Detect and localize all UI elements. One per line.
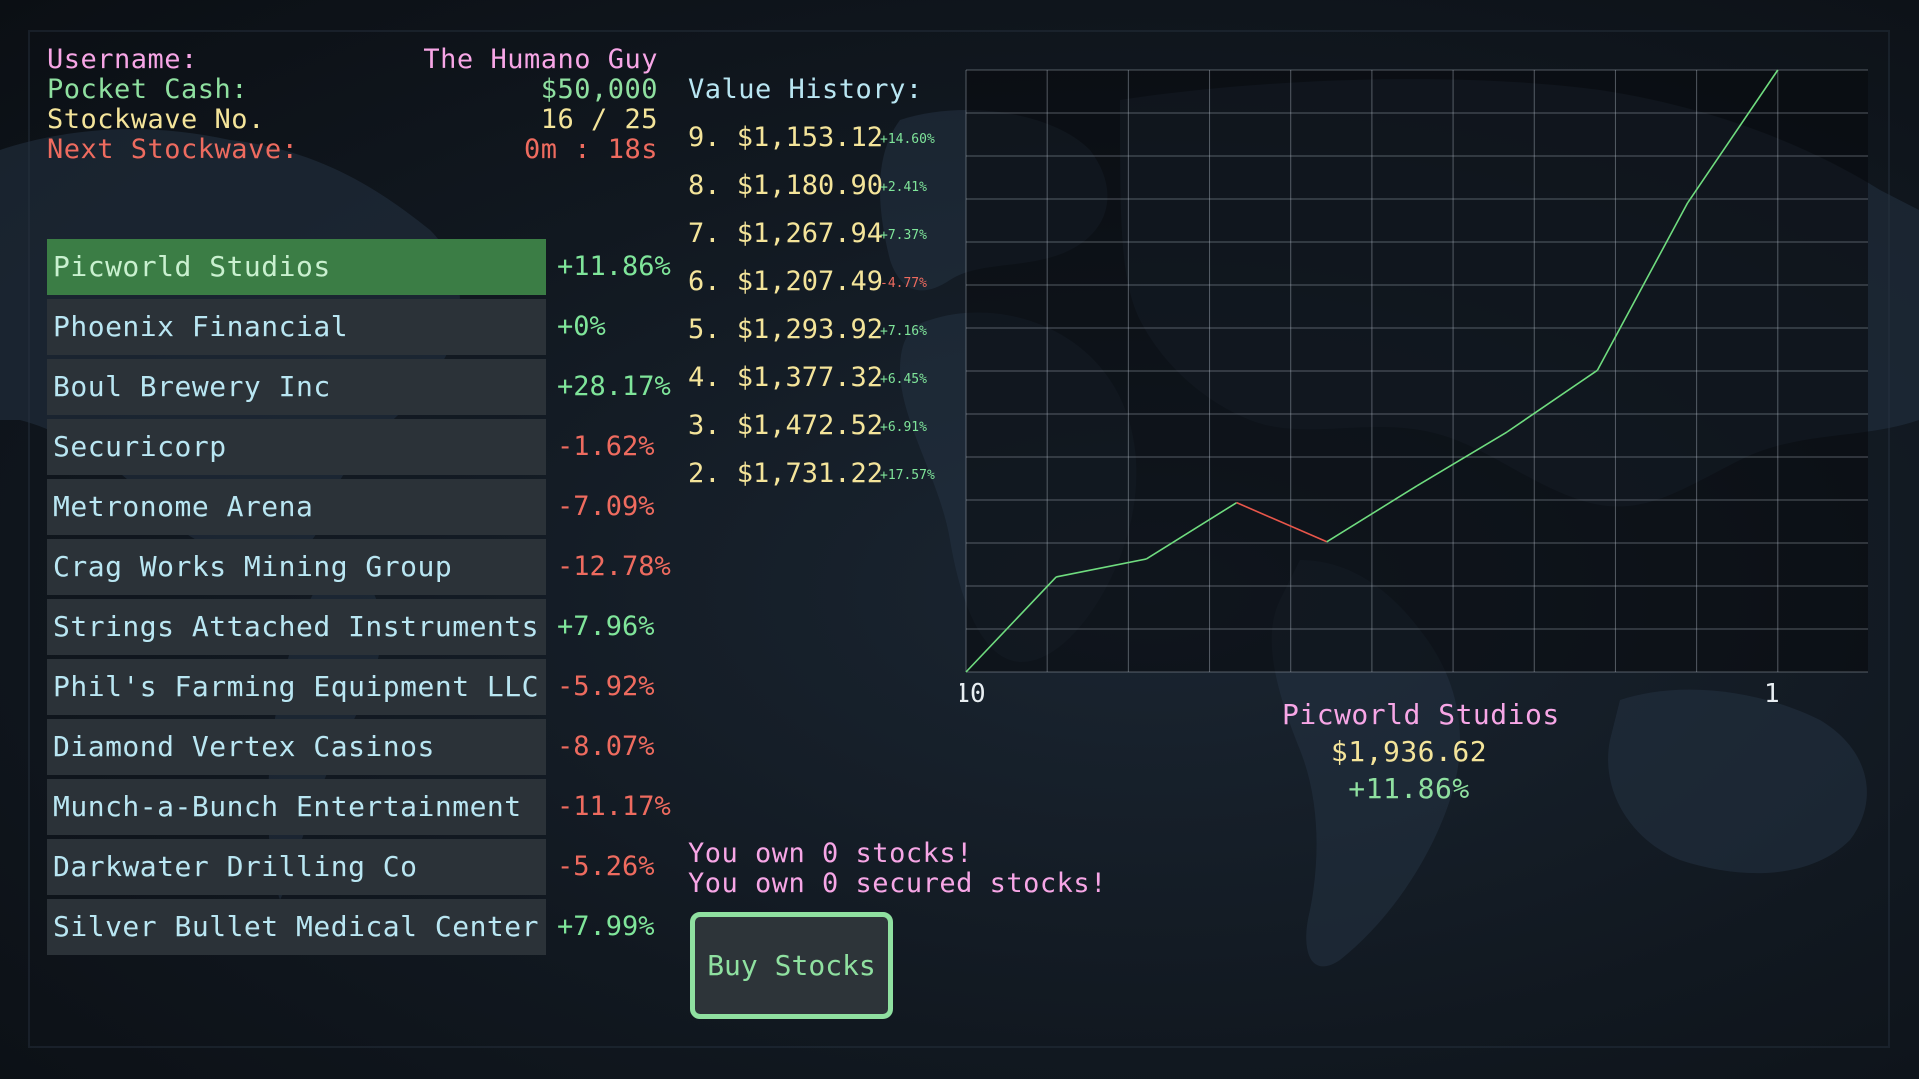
stock-row[interactable]: Phil's Farming Equipment LLC -5.92% — [47, 659, 667, 719]
chart-line-segment — [1416, 431, 1508, 487]
stock-name[interactable]: Phil's Farming Equipment LLC — [47, 659, 546, 715]
stock-name[interactable]: Silver Bullet Medical Center — [47, 899, 546, 955]
value-history-chart: 10 1 — [960, 69, 1868, 706]
stock-list: Picworld Studios +11.86% Phoenix Financial… — [47, 239, 671, 959]
buy-stocks-button[interactable]: Buy Stocks — [690, 912, 893, 1019]
stock-change: -11.17% — [557, 791, 671, 822]
next-stockwave-timer: 0m : 18s — [523, 134, 658, 165]
pocket-cash-value: $50,000 — [540, 74, 658, 105]
stock-name[interactable]: Crag Works Mining Group — [47, 539, 546, 595]
chart-line-segment — [1326, 485, 1418, 543]
next-stockwave-label: Next Stockwave: — [47, 134, 299, 165]
pocket-cash-label: Pocket Cash: — [47, 74, 249, 105]
selected-stock-price: $1,936.62 — [1330, 735, 1488, 768]
stock-row[interactable]: Silver Bullet Medical Center +7.99% — [47, 899, 667, 959]
history-value: 5. $1,293.92 — [688, 314, 884, 345]
stock-change: -7.09% — [557, 491, 655, 522]
history-value: 6. $1,207.49 — [688, 266, 884, 297]
stock-change: -12.78% — [557, 551, 671, 582]
history-entry: 5. $1,293.92 +7.16% — [688, 314, 948, 350]
stock-change: +11.86% — [557, 251, 671, 282]
username-value: The Humano Guy — [423, 44, 658, 75]
stock-name[interactable]: Diamond Vertex Casinos — [47, 719, 546, 775]
owned-secured-stocks-text: You own 0 secured stocks! — [688, 868, 1107, 899]
stock-name[interactable]: Darkwater Drilling Co — [47, 839, 546, 895]
stock-change: +7.99% — [557, 911, 655, 942]
stock-name[interactable]: Metronome Arena — [47, 479, 546, 535]
history-value: 9. $1,153.12 — [688, 122, 884, 153]
chart-x-tick-label: 10 — [960, 679, 986, 706]
stock-row[interactable]: Diamond Vertex Casinos -8.07% — [47, 719, 667, 779]
stock-name[interactable]: Strings Attached Instruments — [47, 599, 546, 655]
history-percent: +6.91% — [880, 420, 927, 435]
selected-stock-change: +11.86% — [1348, 772, 1470, 805]
history-entry: 2. $1,731.22 +17.57% — [688, 458, 948, 494]
history-entry: 3. $1,472.52 +6.91% — [688, 410, 948, 446]
history-entry: 7. $1,267.94 +7.37% — [688, 218, 948, 254]
selected-stock-name: Picworld Studios — [1282, 698, 1560, 731]
history-percent: +6.45% — [880, 372, 927, 387]
stock-name[interactable]: Securicorp — [47, 419, 546, 475]
chart-line-segment — [1056, 558, 1147, 578]
stock-row[interactable]: Munch-a-Bunch Entertainment -11.17% — [47, 779, 671, 839]
history-percent: -4.77% — [880, 276, 927, 291]
stock-name[interactable]: Boul Brewery Inc — [47, 359, 546, 415]
history-entry: 4. $1,377.32 +6.45% — [688, 362, 948, 398]
history-percent: +2.41% — [880, 180, 927, 195]
history-value: 7. $1,267.94 — [688, 218, 884, 249]
history-entry: 8. $1,180.90 +2.41% — [688, 170, 948, 206]
stock-row[interactable]: Boul Brewery Inc +28.17% — [47, 359, 671, 419]
stock-row[interactable]: Securicorp -1.62% — [47, 419, 667, 479]
stockwave-value: 16 / 25 — [540, 104, 658, 135]
value-history-title: Value History: — [688, 74, 923, 105]
history-entry: 6. $1,207.49 -4.77% — [688, 266, 948, 302]
history-value: 2. $1,731.22 — [688, 458, 884, 489]
chart-line-segment — [1686, 69, 1779, 204]
stock-name[interactable]: Phoenix Financial Corperation — [47, 299, 546, 399]
chart-line-segment — [1596, 202, 1689, 371]
stock-row[interactable]: Darkwater Drilling Co -5.26% — [47, 839, 667, 899]
stock-change: -8.07% — [557, 731, 655, 762]
history-value: 8. $1,180.90 — [688, 170, 884, 201]
history-percent: +14.60% — [880, 132, 935, 147]
stock-row[interactable]: Phoenix Financial Corperation +0% — [47, 299, 667, 399]
stock-change: -5.26% — [557, 851, 655, 882]
history-value: 4. $1,377.32 — [688, 362, 884, 393]
stock-name[interactable]: Munch-a-Bunch Entertainment — [47, 779, 546, 835]
chart-line-segment — [1236, 501, 1328, 543]
stock-row[interactable]: Picworld Studios +11.86% — [47, 239, 671, 299]
history-percent: +7.37% — [880, 228, 927, 243]
stock-change: +28.17% — [557, 371, 671, 402]
chart-line-segment — [965, 576, 1057, 673]
chart-x-tick-label: 1 — [1764, 679, 1780, 706]
history-entry: 9. $1,153.12 +14.60% — [688, 122, 948, 158]
chart-line-segment — [1145, 501, 1238, 560]
screen-frame — [28, 30, 1890, 1048]
owned-stocks-text: You own 0 stocks! — [688, 838, 973, 869]
stockwave-label: Stockwave No. — [47, 104, 265, 135]
stock-name[interactable]: Picworld Studios — [47, 239, 546, 295]
username-label: Username: — [47, 44, 198, 75]
stock-change: +0% — [557, 311, 606, 342]
history-percent: +7.16% — [880, 324, 927, 339]
history-value: 3. $1,472.52 — [688, 410, 884, 441]
stock-row[interactable]: Metronome Arena -7.09% — [47, 479, 667, 539]
history-percent: +17.57% — [880, 468, 935, 483]
chart-plot-area — [966, 70, 1868, 672]
stock-row[interactable]: Crag Works Mining Group -12.78% — [47, 539, 671, 599]
stock-change: -5.92% — [557, 671, 655, 702]
stock-change: +7.96% — [557, 611, 655, 642]
stock-change: -1.62% — [557, 431, 655, 462]
chart-line-segment — [1506, 369, 1598, 433]
stock-row[interactable]: Strings Attached Instruments +7.96% — [47, 599, 667, 659]
